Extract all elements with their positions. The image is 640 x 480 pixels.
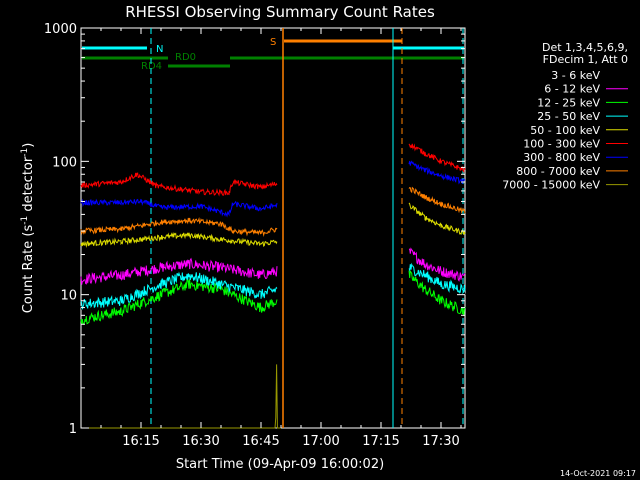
legend-label-7: 800 - 7000 keV xyxy=(516,165,600,178)
series-line-2-a xyxy=(80,277,278,326)
x-tick-label-5: 17:30 xyxy=(422,434,459,449)
flag-rd4-label: RD4 xyxy=(141,61,162,72)
vertical-markers xyxy=(150,28,464,428)
timestamp: 14-Oct-2021 09:17 xyxy=(560,469,636,478)
series-line-8-a xyxy=(81,364,281,429)
y-axis-label-end: ) xyxy=(21,143,36,148)
x-tick-label-3: 17:00 xyxy=(302,434,339,449)
flag-s-label: S xyxy=(270,37,276,48)
legend: Det 1,3,4,5,6,9,FDecim 1, Att 0 3 - 6 keV… xyxy=(502,41,628,192)
flag-n-label: N xyxy=(156,44,163,55)
legend-label-6: 300 - 800 keV xyxy=(523,151,600,164)
axes-layer: 16:15 16:30 16:45 17:00 17:15 17:30 1 10 100 1000 xyxy=(44,22,465,449)
series-layer xyxy=(80,143,466,429)
x-tick-label-4: 17:15 xyxy=(362,434,399,449)
legend-label-3: 25 - 50 keV xyxy=(537,110,600,123)
y-tick-label-3: 1000 xyxy=(44,22,77,37)
legend-header-1: FDecim 1, Att 0 xyxy=(543,53,628,66)
y-axis-label-mid: detector xyxy=(21,156,36,216)
legend-label-4: 50 - 100 keV xyxy=(530,124,600,137)
series-line-1-b xyxy=(408,247,466,282)
chart-title: RHESSI Observing Summary Count Rates xyxy=(125,3,435,21)
y-axis-label-sup1: -1 xyxy=(20,216,30,225)
y-tick-label-2: 100 xyxy=(52,155,77,170)
x-axis-label: Start Time (09-Apr-09 16:00:02) xyxy=(176,457,384,472)
series-line-7-b xyxy=(408,186,466,214)
series-line-1-a xyxy=(80,257,278,285)
flag-markers: N RD0 RD4 S xyxy=(82,37,464,72)
series-line-5-b xyxy=(408,143,466,174)
series-line-6-b xyxy=(408,160,466,185)
legend-label-1: 6 - 12 keV xyxy=(544,83,600,96)
series-line-5-a xyxy=(80,172,278,197)
series-line-6-a xyxy=(80,198,278,218)
y-axis-label-sup2: -1 xyxy=(20,148,30,157)
legend-label-8: 7000 - 15000 keV xyxy=(502,179,600,192)
y-tick-label-1: 10 xyxy=(60,289,77,304)
legend-label-0: 3 - 6 keV xyxy=(551,69,600,82)
legend-label-2: 12 - 25 keV xyxy=(537,96,600,109)
flag-rd0-label: RD0 xyxy=(175,52,196,63)
series-line-3-a xyxy=(80,271,278,310)
series-line-4-b xyxy=(408,202,466,236)
legend-header-0: Det 1,3,4,5,6,9, xyxy=(542,41,628,54)
series-line-7-a xyxy=(80,217,278,237)
series-line-3-b xyxy=(408,262,466,294)
x-tick-label-1: 16:30 xyxy=(182,434,219,449)
x-tick-label-0: 16:15 xyxy=(122,434,159,449)
series-line-0-b xyxy=(408,258,466,297)
x-tick-label-2: 16:45 xyxy=(242,434,279,449)
y-axis-label-main: Count Rate (s xyxy=(21,225,36,314)
series-line-4-a xyxy=(80,231,278,249)
series-line-2-b xyxy=(408,269,466,316)
legend-label-5: 100 - 300 keV xyxy=(523,138,600,151)
y-tick-label-0: 1 xyxy=(69,422,77,437)
y-axis-label: Count Rate (s-1 detector-1) xyxy=(20,143,36,314)
